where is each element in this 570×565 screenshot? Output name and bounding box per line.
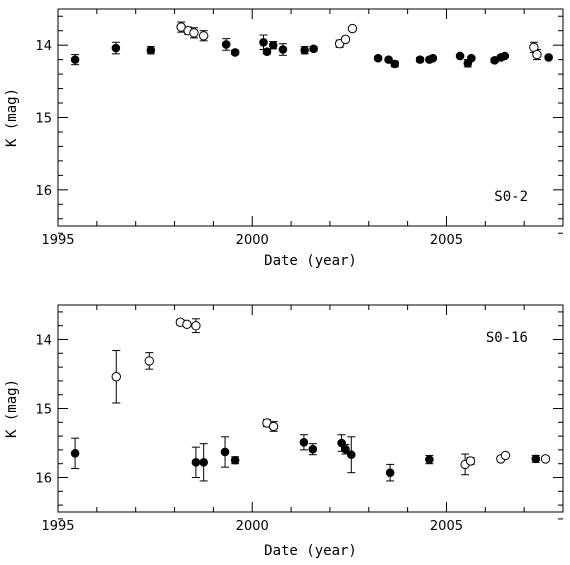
data-point-open xyxy=(500,450,511,461)
axis-ticks: 1995 2000 2005 14 15 16 xyxy=(35,305,564,534)
y-tick-label: 16 xyxy=(35,472,52,487)
error-bars xyxy=(71,21,553,68)
x-tick-label: 1995 xyxy=(41,233,74,248)
x-tick-label: 2005 xyxy=(430,519,463,534)
data-point-filled xyxy=(146,45,156,55)
data-point-filled xyxy=(455,51,465,61)
y-axis-label: K (mag) xyxy=(4,379,20,438)
x-axis-label: Date (year) xyxy=(264,543,357,559)
data-point-filled xyxy=(262,47,272,56)
error-bars xyxy=(71,318,550,482)
data-point-open xyxy=(191,321,201,331)
data-point-open xyxy=(532,49,542,60)
x-tick-label: 1995 xyxy=(41,519,74,534)
data-point-filled xyxy=(221,40,231,49)
data-point-filled xyxy=(337,438,346,448)
data-point-filled xyxy=(199,458,208,467)
data-point-filled xyxy=(309,44,318,54)
data-point-filled xyxy=(341,444,350,454)
data-point-filled xyxy=(308,444,318,454)
data-point-open xyxy=(540,454,551,464)
data-point-filled xyxy=(220,447,230,457)
x-tick-label: 2005 xyxy=(430,233,463,248)
data-point-filled xyxy=(531,454,541,464)
y-tick-label: 15 xyxy=(35,112,52,127)
data-point-filled xyxy=(385,468,395,477)
data-point-filled xyxy=(467,53,476,63)
data-point-filled xyxy=(390,59,400,69)
data-point-open xyxy=(340,34,351,45)
data-point-open xyxy=(268,421,279,432)
data-point-open xyxy=(198,31,209,41)
plot-frame xyxy=(57,8,564,227)
panel-s0-2: 1995 2000 2005 14 15 16 S0-2 Date (year) K (m… xyxy=(4,8,564,269)
data-point-filled xyxy=(111,43,121,53)
data-point-filled xyxy=(259,37,268,47)
data-point-open xyxy=(144,356,154,366)
data-point-open xyxy=(465,456,476,466)
data-point-open xyxy=(111,372,121,382)
y-axis-label: K (mag) xyxy=(4,88,20,147)
data-point-filled xyxy=(373,53,383,63)
data-point-filled xyxy=(230,455,240,465)
data-point-filled xyxy=(425,455,434,464)
data-point-filled xyxy=(230,48,240,57)
data-point-filled xyxy=(415,55,425,64)
data-point-filled xyxy=(544,53,553,62)
data-points xyxy=(70,22,553,69)
y-tick-label: 14 xyxy=(35,334,52,349)
data-points xyxy=(70,317,551,477)
star-label: S0-16 xyxy=(486,330,528,346)
data-point-filled xyxy=(299,438,309,447)
star-label: S0-2 xyxy=(494,189,528,205)
data-point-open xyxy=(189,28,199,38)
data-point-filled xyxy=(70,55,80,64)
panel-s0-16: 1995 2000 2005 14 15 16 S0-16 Date (year) K (… xyxy=(4,304,564,559)
data-point-filled xyxy=(346,450,356,460)
data-point-open xyxy=(182,319,192,330)
data-point-filled xyxy=(300,45,309,55)
data-point-filled xyxy=(500,51,510,61)
x-tick-label: 2000 xyxy=(236,233,269,248)
axis-ticks: 1995 2000 2005 14 15 16 xyxy=(35,9,564,248)
y-tick-label: 14 xyxy=(35,39,52,54)
data-point-filled xyxy=(384,55,393,64)
data-point-filled xyxy=(268,40,278,50)
data-point-filled xyxy=(191,458,201,467)
y-tick-label: 16 xyxy=(35,184,52,199)
data-point-open xyxy=(347,23,358,34)
x-tick-label: 2000 xyxy=(236,519,269,534)
y-tick-label: 15 xyxy=(35,403,52,418)
data-point-filled xyxy=(278,45,288,54)
x-axis-label: Date (year) xyxy=(264,253,357,269)
data-point-filled xyxy=(428,53,438,63)
data-point-filled xyxy=(70,449,80,458)
